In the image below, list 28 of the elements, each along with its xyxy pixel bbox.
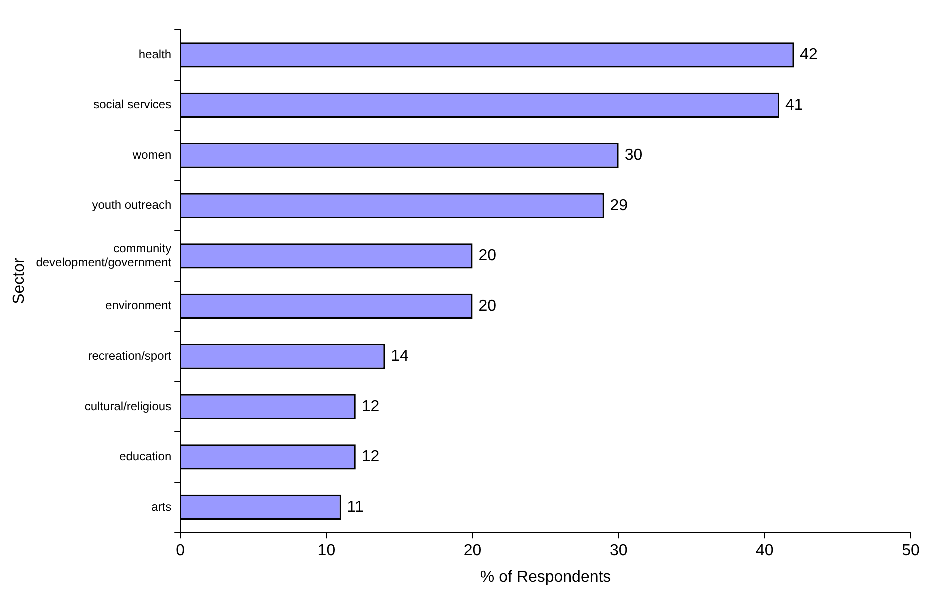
x-tick-label: 30 [610,542,628,560]
x-tick-label: 10 [318,542,336,560]
data-label: 29 [610,197,628,214]
x-tick-label: 20 [464,542,482,560]
y-tick-label: recreation/sport [88,349,172,364]
y-tick-label: health [138,47,172,62]
y-tick-label: environment [106,298,172,313]
data-label: 12 [362,398,380,416]
data-label: 41 [786,96,804,114]
y-axis-title: Sector [11,258,28,304]
y-tick-label: youth outreach [92,198,172,212]
y-tick-label: arts [152,500,172,514]
y-tick-label: social services [94,98,172,112]
data-label: 42 [800,46,818,64]
y-tick-label: education [120,450,172,464]
y-tick-label: women [132,148,172,162]
data-label: 20 [478,248,497,265]
x-axis-title: % of Respondents [480,568,612,586]
x-tick-label: 40 [756,542,774,560]
data-label: 11 [347,498,364,516]
y-tick-label: community development/government [36,241,172,270]
data-label: 20 [478,298,497,315]
x-tick-label: 50 [902,542,920,560]
data-label: 14 [391,348,410,366]
data-label: 12 [362,448,380,466]
x-tick-label: 0 [176,542,186,560]
y-tick-label: cultural/religious [84,399,172,414]
data-label: 30 [624,147,643,164]
